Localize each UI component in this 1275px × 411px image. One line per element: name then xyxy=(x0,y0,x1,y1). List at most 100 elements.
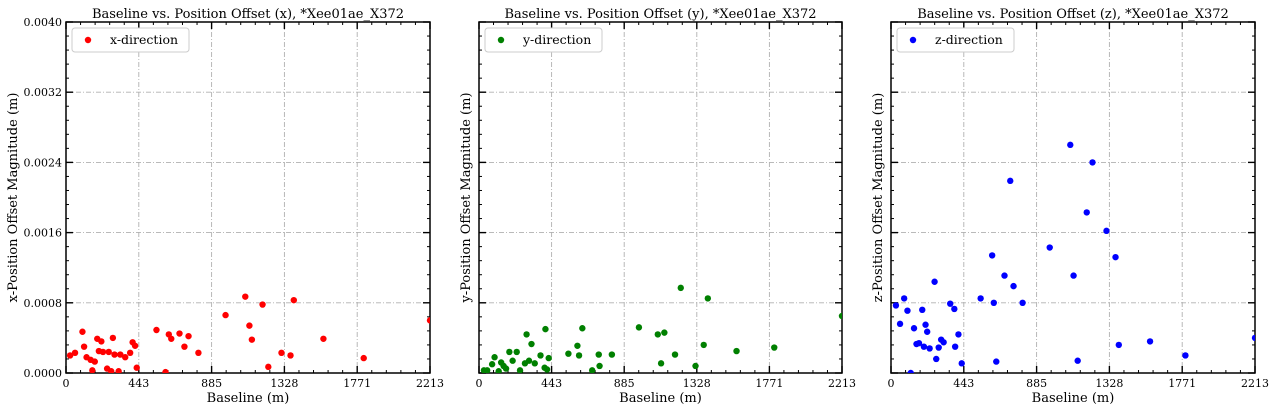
data-point xyxy=(931,278,938,285)
chart-title: Baseline vs. Position Offset (z), *Xee01… xyxy=(917,7,1229,22)
legend: x-direction xyxy=(71,27,190,53)
plot-frame xyxy=(65,21,431,374)
data-point xyxy=(608,351,616,358)
x-tick-label: 443 xyxy=(128,377,149,390)
data-point xyxy=(892,302,900,309)
data-point xyxy=(900,295,908,302)
data-point xyxy=(484,367,491,373)
data-point xyxy=(951,305,958,313)
x-tick-label: 2213 xyxy=(828,377,856,390)
legend-box xyxy=(896,27,1015,53)
data-point xyxy=(933,355,940,363)
data-point xyxy=(537,352,544,359)
data-point xyxy=(360,354,367,362)
x-tick-label: 443 xyxy=(953,377,974,390)
y-tick-label: 0.0008 xyxy=(24,297,63,310)
data-point xyxy=(671,351,679,358)
data-point xyxy=(91,358,98,365)
data-point xyxy=(635,324,643,331)
data-point xyxy=(596,362,603,370)
y-axis-label: y-Position Offset Magnitude (m) xyxy=(459,92,474,303)
data-point xyxy=(588,367,596,373)
data-point xyxy=(993,358,1000,365)
x-tick-label: 2213 xyxy=(416,377,444,390)
plot-frame xyxy=(890,21,1256,374)
data-point xyxy=(958,360,965,367)
data-point xyxy=(955,331,962,338)
chart-title: Baseline vs. Position Offset (y), *Xee01… xyxy=(504,7,816,22)
data-point xyxy=(1115,341,1123,349)
data-point xyxy=(98,338,105,345)
data-point xyxy=(71,349,79,357)
legend-box xyxy=(71,27,190,53)
data-point xyxy=(509,357,516,364)
data-point xyxy=(907,369,914,373)
data-point xyxy=(574,342,581,349)
data-point xyxy=(1112,253,1119,261)
data-point xyxy=(1046,244,1053,251)
x-tick-label: 1328 xyxy=(683,377,711,390)
data-point xyxy=(977,295,984,302)
data-point xyxy=(926,345,933,352)
y-tick-label: 0.0024 xyxy=(24,156,63,169)
data-point xyxy=(162,368,169,373)
data-point xyxy=(516,367,524,373)
x-axis-label: Baseline (m) xyxy=(1032,391,1115,406)
data-point xyxy=(677,284,684,292)
data-point xyxy=(265,363,272,371)
data-point xyxy=(1007,177,1014,185)
data-point xyxy=(654,331,661,338)
data-point xyxy=(1251,334,1255,342)
x-tick-label: 0 xyxy=(888,377,895,390)
data-point xyxy=(700,341,707,349)
y-tick-label: 0.0000 xyxy=(24,367,63,380)
data-point xyxy=(988,252,996,259)
y-axis-label: z-Position Offset Magnitude (m) xyxy=(871,93,886,303)
y-axis-label: x-Position Offset Magnitude (m) xyxy=(6,93,21,303)
legend: z-direction xyxy=(896,27,1015,53)
chart-title: Baseline vs. Position Offset (x), *Xee01… xyxy=(92,7,404,22)
x-tick-label: 0 xyxy=(63,377,70,390)
data-point xyxy=(105,348,112,356)
chart-panel-2: 0 443 885 1328 1771 2213 Baseline vs. Position… xyxy=(459,7,856,406)
data-point xyxy=(115,368,122,373)
data-point xyxy=(525,357,533,364)
data-point xyxy=(290,296,298,304)
data-point xyxy=(919,306,926,314)
data-point xyxy=(657,360,665,367)
data-points xyxy=(66,293,430,373)
data-point xyxy=(1001,272,1008,279)
data-point xyxy=(838,312,842,320)
legend-label: z-direction xyxy=(935,32,1003,47)
data-point xyxy=(99,348,107,356)
x-tick-label: 443 xyxy=(541,377,562,390)
data-point xyxy=(168,335,175,342)
legend-marker xyxy=(497,36,505,44)
data-point xyxy=(278,349,285,357)
x-tick-label: 1328 xyxy=(1095,377,1123,390)
data-point xyxy=(89,367,96,373)
data-point xyxy=(661,329,668,336)
data-point xyxy=(185,332,192,340)
data-point xyxy=(502,365,510,372)
x-tick-label: 1771 xyxy=(343,377,371,390)
data-point xyxy=(131,342,139,349)
data-point xyxy=(66,352,74,359)
y-tick-label: 0.0040 xyxy=(24,16,63,29)
x-tick-label: 1771 xyxy=(1168,377,1196,390)
y-tick-label: 0.0032 xyxy=(24,86,63,99)
x-tick-label: 2213 xyxy=(1241,377,1269,390)
chart-panel-1: 0 443 885 1328 1771 2213 0.0000 0.0008 0.0016 0.0… xyxy=(6,7,444,406)
data-point xyxy=(426,317,430,324)
legend: y-direction xyxy=(484,27,603,53)
x-tick-label: 885 xyxy=(1026,377,1047,390)
data-point xyxy=(575,352,583,359)
data-point xyxy=(940,339,947,346)
legend-marker xyxy=(909,36,917,44)
data-point xyxy=(1070,272,1077,279)
data-point xyxy=(259,301,266,308)
legend-label: x-direction xyxy=(110,32,178,47)
data-point xyxy=(922,321,929,328)
data-point xyxy=(1074,357,1081,364)
data-point xyxy=(579,325,586,332)
